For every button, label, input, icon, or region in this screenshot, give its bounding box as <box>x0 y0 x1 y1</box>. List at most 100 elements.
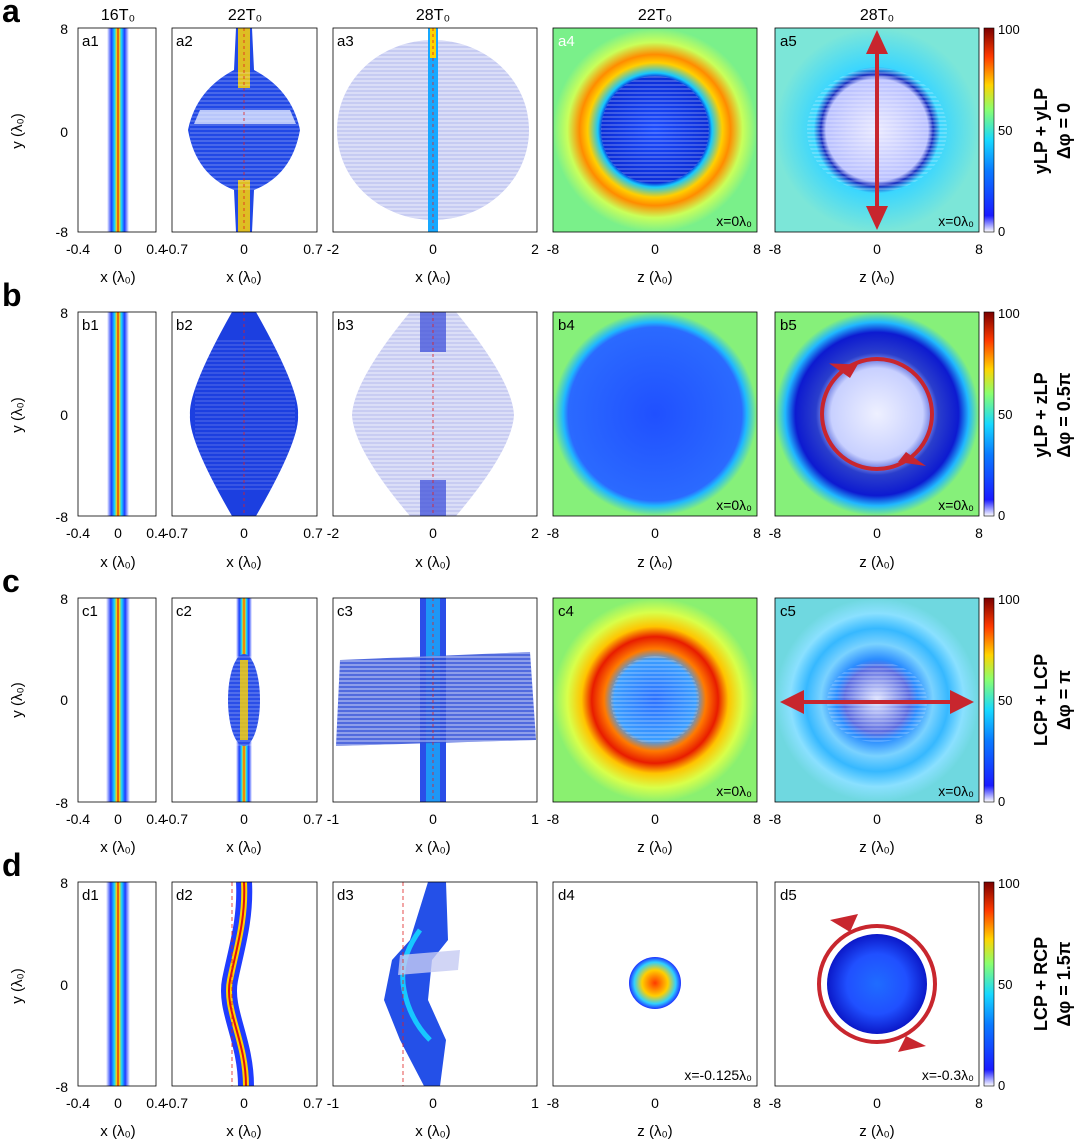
panel-id-b1: b1 <box>82 317 99 334</box>
svg-text:-1: -1 <box>327 811 340 827</box>
panel-a4: a4 x=0λ₀ -8 0 8 z (λ₀) <box>547 27 761 286</box>
position-label-a4: x=0λ₀ <box>716 213 752 229</box>
column-title-3: 28T₀ <box>416 7 450 24</box>
side-label-b-bottom: Δφ = 0.5π <box>1054 372 1074 457</box>
arrow-head-up-a5 <box>866 30 888 54</box>
panel-id-d3: d3 <box>337 887 354 904</box>
panel-c5: c5 x=0λ₀ -8 0 8 z (λ₀) <box>769 597 983 856</box>
side-label-d-top: LCP + RCP <box>1031 937 1051 1031</box>
arrow-head-d5-bottom <box>898 1036 926 1052</box>
column-title-4: 22T₀ <box>638 7 672 24</box>
svg-text:1: 1 <box>531 1095 539 1111</box>
column-title-5: 28T₀ <box>860 7 894 24</box>
row-letter-a: a <box>2 0 20 29</box>
panel-b5: b5 x=0λ₀ -8 0 8 z (λ₀) <box>769 311 983 571</box>
panel-b1: b1 -0.4 0 0.4 x (λ₀) <box>66 311 166 571</box>
x-axis-label-c1: x (λ₀) <box>100 839 135 856</box>
panel-id-a5: a5 <box>780 33 797 50</box>
arrow-head-right-c5 <box>950 690 974 714</box>
panel-b4: b4 x=0λ₀ -8 0 8 z (λ₀) <box>547 311 761 571</box>
side-label-d: LCP + RCP Δφ = 1.5π <box>1031 937 1074 1031</box>
x-ticks-d1: -0.4 0 0.4 <box>66 1095 166 1111</box>
row-d: d y (λ₀) 8 0 -8 d1 -0.4 0 0.4 x (λ₀) d2 <box>2 847 1074 1140</box>
side-label-b-top: yLP + zLP <box>1031 372 1051 457</box>
svg-text:8: 8 <box>975 525 983 541</box>
svg-text:-0.4: -0.4 <box>66 811 90 827</box>
position-label-d5: x=-0.3λ₀ <box>922 1067 974 1083</box>
side-label-d-bottom: Δφ = 1.5π <box>1054 941 1074 1026</box>
x-axis-label-b2: x (λ₀) <box>226 554 261 571</box>
svg-text:0: 0 <box>651 811 659 827</box>
svg-text:0.4: 0.4 <box>146 241 166 257</box>
x-axis-label-a5: z (λ₀) <box>859 269 894 286</box>
x-axis-label-b5: z (λ₀) <box>859 554 894 571</box>
svg-text:50: 50 <box>998 977 1012 992</box>
svg-text:-8: -8 <box>769 525 782 541</box>
x-ticks-b5: -8 0 8 <box>769 525 983 541</box>
y-tick-d-bottom: -8 <box>56 1079 69 1095</box>
svg-text:0: 0 <box>651 1095 659 1111</box>
panel-c3: c3 -1 0 1 x (λ₀) <box>327 597 539 856</box>
x-ticks-b3: -2 0 2 <box>327 525 539 541</box>
svg-text:8: 8 <box>975 1095 983 1111</box>
x-axis-label-d2: x (λ₀) <box>226 1123 261 1140</box>
svg-text:-0.4: -0.4 <box>66 241 90 257</box>
svg-text:-8: -8 <box>547 811 560 827</box>
svg-text:-8: -8 <box>769 811 782 827</box>
panel-id-d5: d5 <box>780 887 797 904</box>
arrow-head-d5-top <box>830 914 858 932</box>
colorbar-a: 100 50 0 <box>983 22 1020 239</box>
x-ticks-d4: -8 0 8 <box>547 1095 761 1111</box>
x-ticks-a5: -8 0 8 <box>769 241 983 257</box>
side-label-a: yLP + yLP Δφ = 0 <box>1031 88 1074 174</box>
x-ticks-b4: -8 0 8 <box>547 525 761 541</box>
panel-b3: b3 -2 0 2 x (λ₀) <box>327 311 539 571</box>
panel-a2: a2 -0.7 0 0.7 x (λ₀) <box>164 27 323 286</box>
svg-text:0: 0 <box>114 1095 122 1111</box>
colorbar-d: 100 50 0 <box>983 876 1020 1093</box>
svg-text:0: 0 <box>240 241 248 257</box>
panel-d4: d4 x=-0.125λ₀ -8 0 8 z (λ₀) <box>547 881 761 1140</box>
svg-text:50: 50 <box>998 407 1012 422</box>
panel-id-a4: a4 <box>558 33 575 50</box>
x-ticks-d2: -0.7 0 0.7 <box>164 1095 323 1111</box>
side-label-c-bottom: Δφ = π <box>1054 670 1074 730</box>
arrow-head-left-c5 <box>780 690 804 714</box>
x-ticks-c4: -8 0 8 <box>547 811 761 827</box>
x-axis-label-a4: z (λ₀) <box>637 269 672 286</box>
x-ticks-c3: -1 0 1 <box>327 811 539 827</box>
row-b: b y (λ₀) 8 0 -8 b1 -0.4 0 0.4 x (λ₀) b2 <box>2 277 1074 571</box>
rotation-circle-b5 <box>820 357 934 471</box>
arrow-head-b5-bottom <box>898 452 926 466</box>
svg-text:0: 0 <box>429 525 437 541</box>
svg-text:100: 100 <box>998 306 1020 321</box>
svg-text:0: 0 <box>114 241 122 257</box>
panel-a3: a3 -2 0 2 x (λ₀) <box>327 27 539 286</box>
svg-text:0: 0 <box>429 1095 437 1111</box>
svg-text:8: 8 <box>753 525 761 541</box>
svg-text:8: 8 <box>975 241 983 257</box>
x-ticks-b1: -0.4 0 0.4 <box>66 525 166 541</box>
svg-text:0: 0 <box>114 811 122 827</box>
svg-text:0: 0 <box>651 241 659 257</box>
x-axis-label-b4: z (λ₀) <box>637 554 672 571</box>
y-tick-a-top: 8 <box>60 21 68 37</box>
panel-c4: c4 x=0λ₀ -8 0 8 z (λ₀) <box>547 597 761 856</box>
x-axis-label-a3: x (λ₀) <box>415 269 450 286</box>
x-axis-label-d1: x (λ₀) <box>100 1123 135 1140</box>
svg-text:-0.7: -0.7 <box>164 241 188 257</box>
row-letter-d: d <box>2 847 22 883</box>
panel-c2: c2 -0.7 0 0.7 x (λ₀) <box>164 597 323 856</box>
y-tick-b-mid: 0 <box>60 407 68 423</box>
y-tick-c-top: 8 <box>60 591 68 607</box>
y-tick-d-mid: 0 <box>60 977 68 993</box>
panel-id-b3: b3 <box>337 317 354 334</box>
x-ticks-c5: -8 0 8 <box>769 811 983 827</box>
arrow-head-down-a5 <box>866 206 888 230</box>
x-axis-label-c4: z (λ₀) <box>637 839 672 856</box>
x-ticks-a1: -0.4 0 0.4 <box>66 241 166 257</box>
x-ticks-c2: -0.7 0 0.7 <box>164 811 323 827</box>
rotation-circle-d5 <box>817 924 937 1044</box>
panel-c1: c1 -0.4 0 0.4 x (λ₀) <box>66 597 166 856</box>
